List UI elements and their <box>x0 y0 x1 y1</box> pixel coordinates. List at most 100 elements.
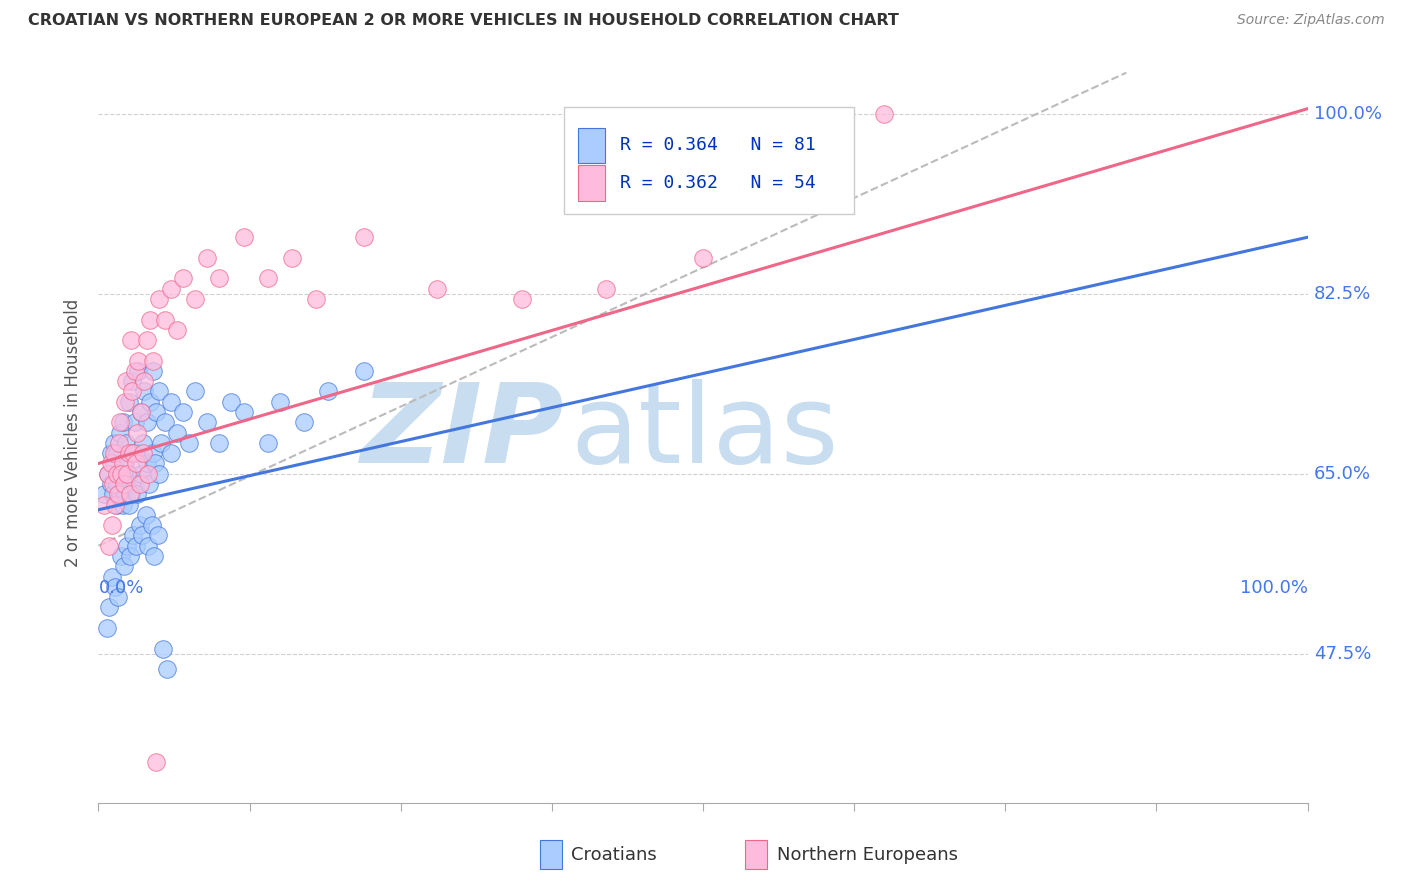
Text: atlas: atlas <box>569 379 838 486</box>
Point <box>135 333 157 347</box>
Point <box>172 271 194 285</box>
Point <box>112 559 135 574</box>
Point <box>111 467 134 481</box>
Point <box>256 436 278 450</box>
Point <box>166 323 188 337</box>
Point <box>127 446 149 460</box>
Point <box>115 436 138 450</box>
Point <box>105 498 128 512</box>
Point <box>139 312 162 326</box>
Point <box>129 405 152 419</box>
Point <box>269 394 291 409</box>
Point <box>153 415 176 429</box>
Point <box>138 477 160 491</box>
Point <box>160 282 183 296</box>
Point <box>292 415 315 429</box>
Point <box>114 394 136 409</box>
Point <box>112 477 135 491</box>
Text: ZIP: ZIP <box>360 379 564 486</box>
Point <box>105 477 128 491</box>
Point <box>166 425 188 440</box>
Point <box>160 446 183 460</box>
Point <box>96 621 118 635</box>
Point <box>132 436 155 450</box>
Point <box>104 580 127 594</box>
Point <box>101 477 124 491</box>
Point <box>100 446 122 460</box>
Point <box>101 487 124 501</box>
Point <box>111 415 134 429</box>
Point <box>208 271 231 285</box>
Text: 47.5%: 47.5% <box>1313 645 1371 663</box>
Text: 65.0%: 65.0% <box>1313 465 1371 483</box>
Point <box>148 292 170 306</box>
Point <box>97 467 120 481</box>
Point <box>117 467 139 481</box>
Point <box>100 457 122 471</box>
Point <box>127 425 149 440</box>
Point <box>195 251 218 265</box>
Point <box>135 457 157 471</box>
Text: 0.0%: 0.0% <box>98 579 143 598</box>
Point <box>139 394 162 409</box>
Point <box>353 230 375 244</box>
Point <box>150 436 173 450</box>
Point <box>105 467 128 481</box>
Point <box>135 415 157 429</box>
Point <box>121 374 143 388</box>
FancyBboxPatch shape <box>578 128 605 163</box>
Point <box>510 292 533 306</box>
Point <box>98 539 121 553</box>
Point <box>426 282 449 296</box>
Point <box>128 518 150 533</box>
Y-axis label: 2 or more Vehicles in Household: 2 or more Vehicles in Household <box>65 299 83 566</box>
Point <box>124 415 146 429</box>
Point <box>143 549 166 563</box>
Point <box>100 569 122 583</box>
Point <box>146 528 169 542</box>
Point <box>131 528 153 542</box>
Point <box>97 467 120 481</box>
Point <box>152 641 174 656</box>
Point <box>103 446 125 460</box>
Point <box>107 487 129 501</box>
Point <box>142 353 165 368</box>
Point <box>128 477 150 491</box>
Text: Northern Europeans: Northern Europeans <box>776 846 957 863</box>
Point <box>179 436 201 450</box>
Point <box>160 394 183 409</box>
Point <box>184 384 207 399</box>
Point <box>156 662 179 676</box>
Point <box>104 498 127 512</box>
Point <box>145 755 167 769</box>
Point <box>122 446 145 460</box>
Point <box>143 457 166 471</box>
Point <box>127 353 149 368</box>
Point <box>132 446 155 460</box>
Text: 82.5%: 82.5% <box>1313 285 1371 302</box>
Point <box>93 487 115 501</box>
Point <box>153 312 176 326</box>
Point <box>118 549 141 563</box>
Point <box>172 405 194 419</box>
Point <box>103 457 125 471</box>
Point <box>118 467 141 481</box>
Point <box>125 539 148 553</box>
Point <box>353 364 375 378</box>
Point <box>110 549 132 563</box>
Text: 100.0%: 100.0% <box>1313 105 1382 123</box>
Point <box>134 374 156 388</box>
Text: 100.0%: 100.0% <box>1240 579 1308 598</box>
Point <box>105 446 128 460</box>
Point <box>114 487 136 501</box>
Point <box>305 292 328 306</box>
Point <box>111 457 134 471</box>
FancyBboxPatch shape <box>540 840 561 870</box>
Point <box>93 498 115 512</box>
FancyBboxPatch shape <box>564 107 855 214</box>
Text: R = 0.362   N = 54: R = 0.362 N = 54 <box>620 174 815 192</box>
Point <box>124 364 146 378</box>
Point <box>142 364 165 378</box>
Point <box>145 405 167 419</box>
Point <box>136 467 159 481</box>
